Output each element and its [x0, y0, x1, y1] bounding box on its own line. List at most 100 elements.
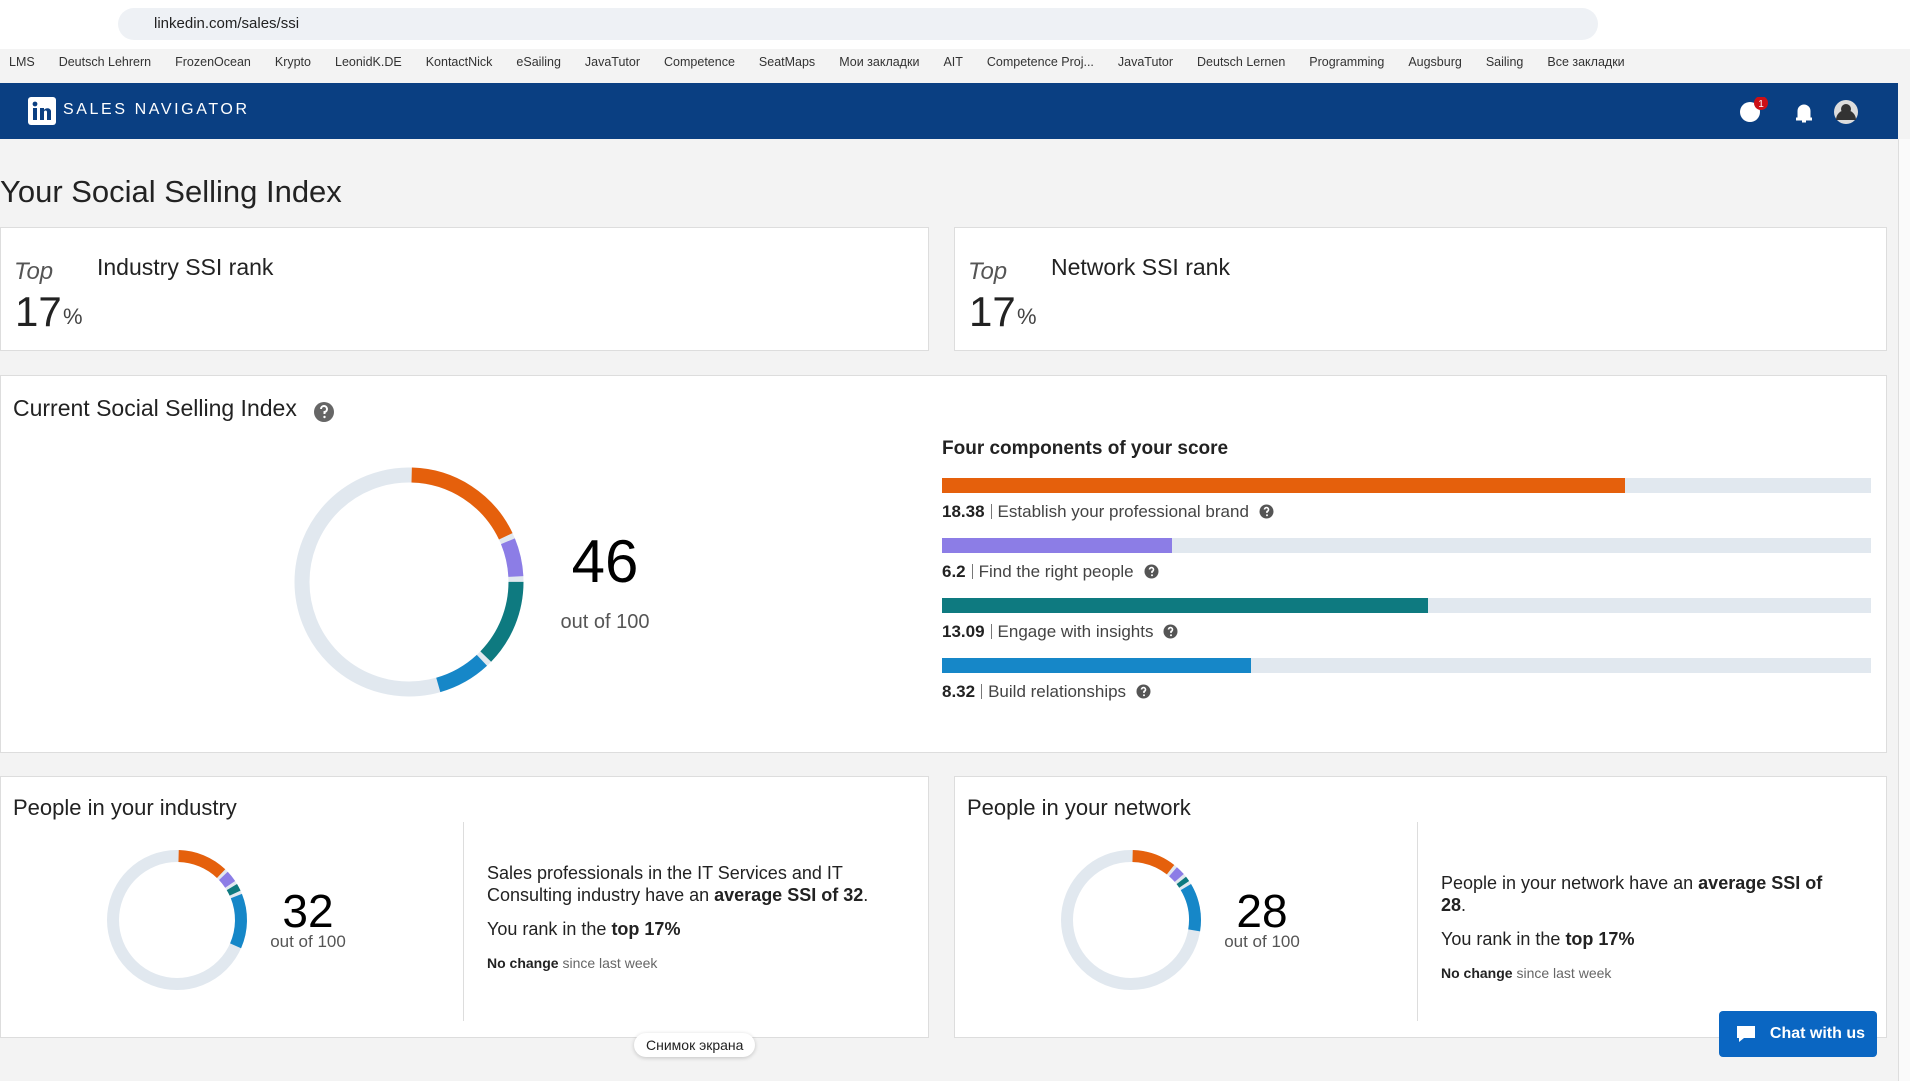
component-name: Establish your professional brand [997, 502, 1249, 521]
separator [990, 504, 992, 519]
bookmark[interactable]: SeatMaps [758, 55, 816, 69]
page-title: Your Social Selling Index [0, 174, 342, 209]
bookmark[interactable]: Sailing [1485, 55, 1524, 69]
bookmark[interactable]: Competence [664, 55, 735, 69]
donut-track [107, 850, 247, 990]
current-ssi-card [0, 375, 1887, 753]
component-bar [942, 658, 1252, 673]
divider [1417, 822, 1418, 1021]
group-text: Sales professionals in the IT Services a… [487, 862, 887, 986]
scrollbar[interactable] [1898, 139, 1910, 1081]
text-line: You rank in the top 17% [1441, 928, 1841, 950]
bookmark[interactable]: Krypto [274, 55, 311, 69]
donut-segment [480, 581, 524, 662]
text-line: People in your network have an average S… [1441, 872, 1841, 916]
chat-label[interactable]: Chat with us [1769, 1025, 1865, 1042]
component-value: 13.09 [942, 622, 985, 641]
group-score: 28 [1236, 885, 1287, 937]
badge [1754, 97, 1768, 110]
bookmark[interactable]: eSailing [516, 55, 561, 69]
bookmark[interactable]: Augsburg [1408, 55, 1462, 69]
component-name: Build relationships [988, 682, 1127, 701]
rank-card [954, 227, 1887, 351]
bar-track [942, 538, 1871, 553]
component-name: Engage with insights [997, 622, 1154, 641]
text-part: average SSI of 32 [714, 885, 864, 905]
bookmark[interactable]: JavaTutor [1117, 55, 1174, 69]
text-line: No change since last week [1441, 962, 1841, 984]
donut-segment [435, 654, 488, 693]
chat-button[interactable]: Chat with us [1719, 1011, 1877, 1057]
text-part: top 17% [1565, 929, 1635, 949]
separator [981, 684, 983, 699]
component-label: 13.09 Engage with insights [942, 622, 1178, 642]
tooltip: Снимок экрана [634, 1033, 756, 1057]
text-part: You rank in the [487, 919, 612, 939]
bar-track [942, 658, 1871, 673]
text-line: You rank in the top 17% [487, 918, 887, 940]
component-bar [942, 478, 1625, 493]
app-header [0, 83, 1898, 139]
bookmark[interactable]: FrozenOcean [175, 55, 251, 69]
donut-segment [226, 883, 241, 896]
donut-segment [218, 871, 236, 888]
rank-value: 17 [15, 288, 62, 335]
component-value: 6.2 [942, 562, 966, 581]
bookmark[interactable]: LMS [9, 55, 35, 69]
bookmark[interactable]: Все закладки [1547, 55, 1625, 69]
ssi-donut: 46 out of 100 [294, 467, 650, 697]
rank-unit: % [63, 304, 83, 329]
bookmark[interactable]: Programming [1309, 55, 1385, 69]
donut-segment [178, 850, 226, 879]
address-bar[interactable]: linkedin.com/sales/ssi [118, 8, 1598, 40]
help-icon[interactable] [1144, 564, 1159, 579]
text-part: . [863, 885, 869, 905]
component-name: Find the right people [978, 562, 1134, 581]
text-part: People in your network have an [1441, 873, 1699, 893]
text-part: . [1461, 895, 1467, 915]
text-part: Sales professionals in the IT Services a… [487, 863, 843, 905]
score-caption: out of 100 [561, 611, 650, 633]
text-part: top 17% [611, 919, 681, 939]
bookmark[interactable]: AIT [943, 55, 963, 69]
rank-unit: % [1017, 304, 1037, 329]
donut-segment [1169, 867, 1184, 882]
bookmark[interactable]: KontactNick [425, 55, 493, 69]
donut-segment [411, 467, 513, 540]
group-caption: out of 100 [1224, 932, 1300, 951]
donut-segment [1132, 850, 1175, 875]
group-title: People in your industry [13, 795, 237, 820]
bookmark[interactable]: LeonidK.DE [335, 55, 402, 69]
bookmark[interactable]: JavaTutor [584, 55, 641, 69]
bookmark[interactable]: Deutsch Lernen [1197, 55, 1286, 69]
divider [463, 822, 464, 1021]
component-label: 6.2 Find the right people [942, 562, 1159, 582]
group-caption: out of 100 [270, 932, 346, 951]
component-label: 8.32 Build relationships [942, 682, 1151, 702]
bookmark[interactable]: Deutsch Lehrern [58, 55, 152, 69]
score: 46 [572, 528, 639, 595]
donut-segment [500, 538, 524, 578]
text-part: since last week [558, 955, 658, 971]
group-card [954, 776, 1887, 1038]
bar-track [942, 598, 1871, 613]
separator [971, 564, 973, 579]
bookmark[interactable]: Competence Proj... [986, 55, 1094, 69]
text-part: You rank in the [1441, 929, 1566, 949]
current-ssi-title: Current Social Selling Index [13, 395, 297, 421]
help-icon[interactable] [1259, 504, 1274, 519]
help-icon[interactable] [1163, 624, 1178, 639]
group-card [0, 776, 929, 1038]
bar-track [942, 478, 1871, 493]
help-icon[interactable] [1740, 102, 1760, 122]
group-score: 32 [282, 885, 333, 937]
text-line: Sales professionals in the IT Services a… [487, 862, 887, 906]
bell-icon[interactable] [1796, 104, 1812, 123]
help-icon[interactable] [1136, 684, 1151, 699]
bookmarks-bar: LMS Deutsch Lehrern FrozenOcean Krypto Leoni… [4, 50, 1630, 74]
linkedin-logo[interactable] [28, 97, 56, 125]
bookmark[interactable]: Мои закладки [839, 55, 920, 69]
help-icon[interactable] [312, 400, 336, 424]
